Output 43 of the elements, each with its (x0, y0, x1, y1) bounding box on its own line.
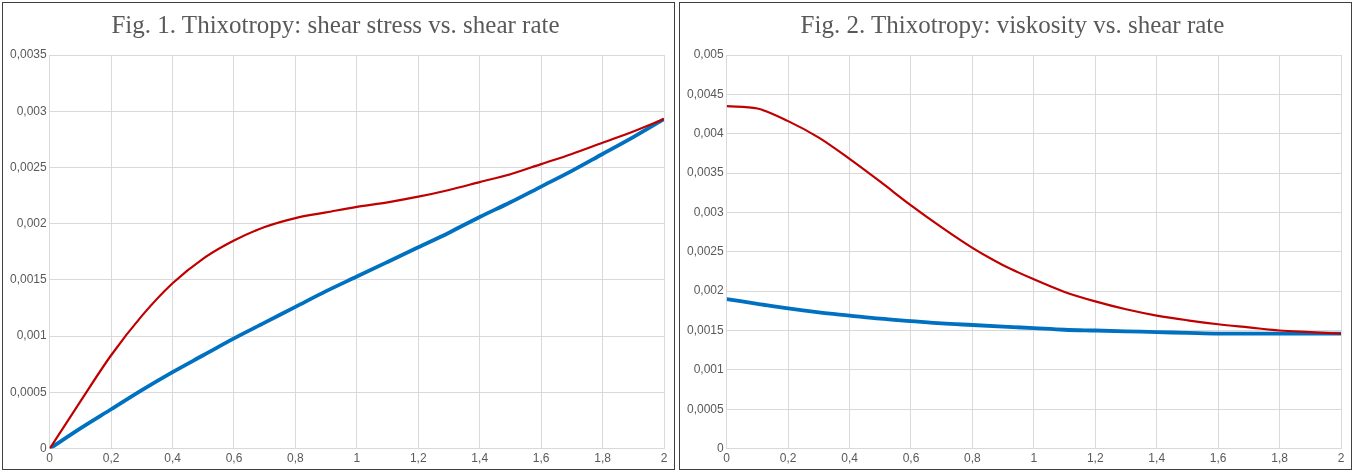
x-tick-label: 1 (353, 451, 361, 466)
x-tick-label: 1,8 (1271, 451, 1289, 466)
chart-title: Fig. 2. Thixotropy: viskosity vs. shear rate (800, 10, 1225, 38)
x-tick-label: 0,4 (841, 451, 859, 466)
y-tick-label: 0,0015 (687, 322, 725, 337)
y-tick-label: 0,0025 (10, 159, 48, 174)
x-tick-label: 1 (1030, 451, 1038, 466)
x-tick-label: 0,6 (225, 451, 243, 466)
chart-title: Fig. 1. Thixotropy: shear stress vs. shear rate (111, 10, 560, 38)
x-tick-label: 1,8 (594, 451, 612, 466)
y-tick-label: 0,003 (693, 204, 725, 219)
y-tick-label: 0,0045 (687, 86, 725, 101)
y-tick-label: 0,001 (693, 362, 725, 377)
x-tick-label: 1,4 (471, 451, 489, 466)
line-series (726, 105, 1341, 335)
x-tick-label: 1,6 (532, 451, 550, 466)
x-tick-label: 1,6 (1209, 451, 1227, 466)
y-tick-label: 0,004 (693, 126, 725, 141)
y-tick-label: 0,002 (693, 283, 725, 298)
x-tick-label: 1,2 (409, 451, 427, 466)
x-tick-label: 0,2 (102, 451, 120, 466)
y-tick-label: 0,002 (16, 216, 48, 230)
x-tick-label: 0,6 (902, 451, 920, 466)
x-tick-label: 0,2 (779, 451, 797, 466)
x-tick-label: 1,2 (1086, 451, 1104, 466)
x-tick-label: 0,4 (164, 451, 182, 466)
y-tick-label: 0,0005 (687, 401, 725, 416)
y-tick-label: 0,001 (16, 328, 48, 343)
line-series (726, 297, 1341, 336)
x-tick-label: 1,4 (1148, 451, 1166, 466)
y-tick-label: 0,005 (693, 47, 725, 62)
x-tick-label: 0,8 (964, 451, 982, 466)
y-tick-label: 0,0025 (687, 244, 725, 259)
y-tick-label: 0,0035 (10, 47, 48, 62)
y-tick-label: 0,0035 (687, 165, 725, 180)
y-tick-label: 0,0015 (10, 272, 48, 287)
y-tick-label: 0 (40, 440, 48, 455)
y-tick-label: 0,003 (16, 103, 48, 118)
x-tick-label: 2 (1337, 451, 1345, 466)
y-tick-label: 0 (717, 440, 725, 455)
x-tick-label: 0,8 (287, 451, 305, 466)
y-tick-label: 0,0005 (10, 384, 48, 399)
x-tick-label: 2 (660, 451, 668, 466)
